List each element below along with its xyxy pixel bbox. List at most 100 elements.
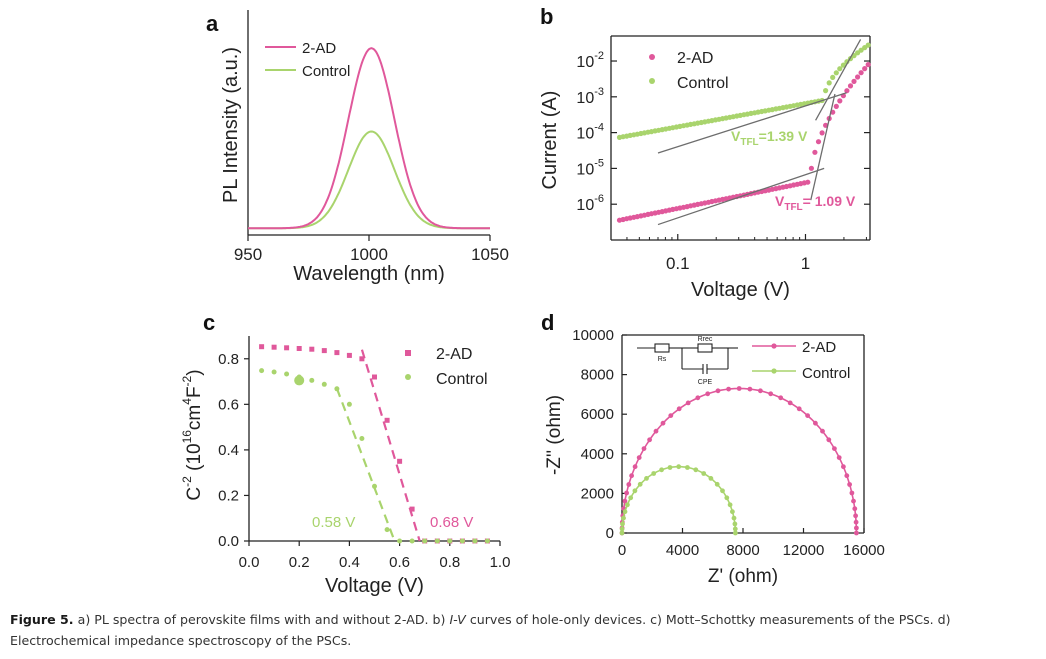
circuit-resistor-rs — [654, 343, 670, 353]
panel-c-x-tick-label: 0.0 — [239, 554, 260, 571]
panel-c-y-tick-label: 0.4 — [218, 442, 239, 459]
panel-c-point-2ad — [321, 348, 327, 354]
panel-d-point-control — [676, 464, 682, 470]
panel-b-point-2ad — [812, 149, 818, 155]
panel-a-legend-2ad: 2-AD — [302, 40, 336, 57]
panel-d-point-2ad — [736, 386, 742, 391]
panel-a: 950 1000 1050 Wavelength (nm) PL Intensity (… — [220, 10, 509, 285]
panel-c-x-tick-label: 0.2 — [289, 554, 310, 571]
panel-d-point-control — [632, 488, 638, 494]
panel-d-point-control — [667, 465, 673, 470]
panel-d-point-control — [724, 495, 730, 501]
panel-c-point-2ad — [334, 350, 340, 356]
panel-c-point-2ad — [346, 352, 352, 358]
panel-b-point-2ad — [844, 88, 850, 94]
panel-d-point-2ad — [747, 386, 753, 392]
circuit-label-rrec: Rrec — [698, 336, 713, 343]
panel-d-legend-2ad: 2-AD — [802, 339, 836, 356]
panel-c-point-2ad — [309, 346, 315, 352]
panel-d-point-control — [628, 495, 634, 501]
panel-d-legend-marker-control — [771, 368, 777, 374]
panel-c-point-2ad — [372, 374, 377, 380]
panel-b-point-2ad — [855, 74, 861, 80]
panel-c-point-control — [321, 381, 327, 387]
panel-d-point-2ad — [758, 388, 763, 394]
panel-d-point-2ad — [636, 455, 642, 460]
panel-d-y-tick-label: 0 — [606, 525, 614, 542]
panel-c-annotation-control: 0.58 V — [312, 514, 355, 531]
panel-d-point-2ad — [647, 437, 652, 443]
panel-d-y-tick-label: 2000 — [581, 485, 614, 502]
circuit-label-rs: Rs — [658, 356, 667, 363]
panel-d-point-2ad — [836, 455, 842, 460]
panel-b: 10-6 10-5 10-4 10-3 10-2 0.1 1 Voltage (V) Curre… — [539, 35, 871, 301]
panel-b-point-control — [826, 80, 832, 86]
panel-c-fit-2ad — [360, 349, 421, 542]
panel-a-series-control — [248, 130, 490, 230]
panel-d-point-2ad — [705, 391, 711, 397]
panel-b-point-2ad — [833, 103, 839, 109]
panel-d-legend-marker-2ad — [771, 343, 777, 349]
panel-b-y-tick-label: 10-3 — [576, 86, 604, 107]
panel-a-y-axis-title: PL Intensity (a.u.) — [220, 47, 242, 203]
panel-d-point-control — [720, 488, 725, 494]
panel-c-point-2ad — [296, 346, 302, 351]
panel-b-y-axis-title: Current (A) — [539, 91, 561, 190]
panel-a-x-tick-label: 1050 — [471, 245, 509, 264]
panel-b-y-tick-label: 10-4 — [576, 122, 604, 143]
panel-d-point-2ad — [685, 400, 691, 406]
panel-d-point-control — [693, 467, 699, 473]
panel-d-point-2ad — [629, 473, 634, 479]
panel-c-x-tick-label: 0.4 — [339, 554, 360, 571]
panel-c-point-control — [484, 538, 490, 544]
panel-c-annotation-2ad: 0.68 V — [430, 514, 473, 531]
panel-d-point-2ad — [854, 530, 859, 536]
panel-b-point-control — [837, 66, 843, 72]
panel-c-point-control — [472, 538, 478, 544]
panel-b-legend-marker-2ad — [649, 54, 655, 60]
panel-c-point-2ad — [384, 417, 390, 423]
panel-c-legend-marker-2ad — [405, 350, 411, 356]
panel-b-y-tick-label: 10-2 — [576, 50, 604, 71]
panel-d-point-2ad — [847, 482, 852, 487]
panel-b-point-2ad — [865, 62, 871, 68]
panel-b-y-tick-label: 10-6 — [576, 193, 604, 214]
panel-d-point-2ad — [853, 519, 859, 525]
panel-d-point-control — [727, 502, 733, 508]
panel-c-legend-marker-control — [405, 374, 411, 380]
caption-part-1: a) PL spectra of perovskite films with a… — [73, 612, 450, 627]
panel-label-b: b — [540, 4, 553, 29]
panel-c-point-control — [384, 527, 390, 533]
figure-caption: Figure 5. a) PL spectra of perovskite fi… — [10, 609, 1040, 651]
panel-d-point-2ad — [626, 482, 632, 487]
panel-d-x-tick-label: 16000 — [843, 542, 885, 559]
panel-b-point-2ad — [805, 179, 811, 185]
panel-d-x-axis-title: Z' (ohm) — [708, 566, 778, 587]
panel-d-point-2ad — [813, 420, 818, 426]
panel-d-point-2ad — [695, 395, 701, 401]
panel-c-fit-control — [335, 387, 396, 542]
panel-d-point-2ad — [641, 446, 647, 451]
panel-b-point-2ad — [851, 78, 857, 84]
panel-a-x-tick-label: 1000 — [350, 245, 388, 264]
panel-d-y-axis-title: -Z'' (ohm) — [544, 395, 565, 475]
panel-b-point-2ad — [858, 70, 864, 76]
panel-c-point-control — [259, 368, 265, 374]
panel-d-point-control — [701, 471, 707, 476]
panel-c-point-2ad — [397, 458, 403, 464]
panel-d-point-2ad — [622, 498, 628, 504]
panel-d-point-control — [619, 526, 625, 532]
panel-b-x-axis-title: Voltage (V) — [691, 279, 790, 301]
panel-d-point-control — [651, 471, 657, 476]
panel-c-x-axis-title: Voltage (V) — [325, 575, 424, 597]
caption-lead: Figure 5. — [10, 612, 74, 627]
panel-d-point-control — [733, 530, 738, 536]
panel-b-point-control — [865, 42, 871, 48]
panel-b-legend-2ad: 2-AD — [677, 50, 713, 67]
panel-c-y-tick-label: 0.6 — [218, 396, 239, 413]
panel-d-legend-control: Control — [802, 365, 850, 382]
circuit-resistor-rrec — [697, 343, 713, 353]
panel-a-x-axis-title: Wavelength (nm) — [293, 263, 445, 285]
panel-c-point-2ad — [259, 344, 265, 350]
panel-c-point-2ad — [359, 356, 365, 362]
